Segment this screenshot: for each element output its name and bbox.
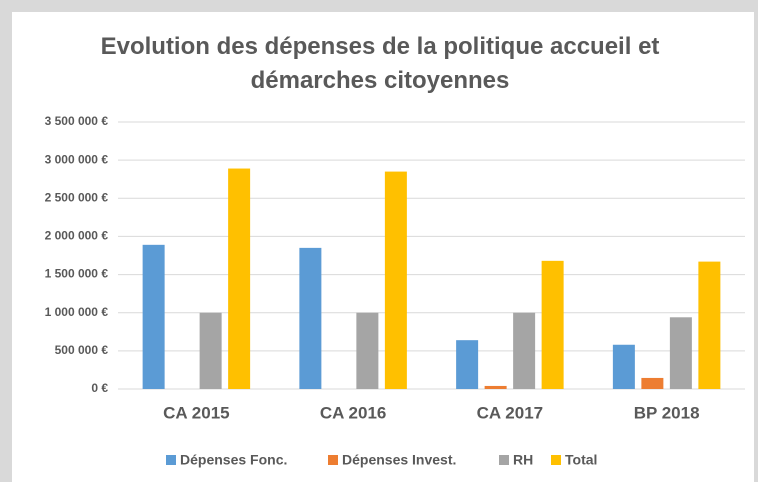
chart-area <box>12 12 754 482</box>
bar <box>669 317 692 389</box>
bar <box>228 168 251 389</box>
x-tick-label: CA 2016 <box>320 403 386 422</box>
legend-swatch <box>499 455 509 465</box>
legend-swatch <box>551 455 561 465</box>
bar <box>199 312 222 389</box>
bar <box>513 312 536 389</box>
bar <box>299 247 322 389</box>
y-tick-label: 3 000 000 € <box>45 152 109 166</box>
bar <box>698 261 721 389</box>
y-tick-label: 3 500 000 € <box>45 114 109 128</box>
y-tick-label: 2 000 000 € <box>45 229 109 243</box>
bar <box>142 244 165 389</box>
bar <box>384 171 407 389</box>
bar <box>612 344 635 389</box>
x-tick-label: BP 2018 <box>634 403 700 422</box>
bar <box>356 312 379 389</box>
legend-label: Dépenses Invest. <box>342 452 456 468</box>
y-tick-label: 1 000 000 € <box>45 305 109 319</box>
legend-swatch <box>328 455 338 465</box>
bar <box>641 377 664 389</box>
legend-label: Total <box>565 452 597 468</box>
y-tick-label: 2 500 000 € <box>45 190 109 204</box>
x-tick-label: CA 2015 <box>163 403 229 422</box>
x-tick-label: CA 2017 <box>477 403 543 422</box>
legend-label: RH <box>513 452 533 468</box>
legend-swatch <box>166 455 176 465</box>
y-tick-label: 1 500 000 € <box>45 267 109 281</box>
chart-title: Evolution des dépenses de la politique a… <box>100 33 660 94</box>
legend-label: Dépenses Fonc. <box>180 452 287 468</box>
bar <box>484 385 507 389</box>
bar <box>456 340 479 389</box>
y-tick-label: 500 000 € <box>55 343 109 357</box>
y-tick-label: 0 € <box>91 381 108 395</box>
bar <box>541 260 564 389</box>
